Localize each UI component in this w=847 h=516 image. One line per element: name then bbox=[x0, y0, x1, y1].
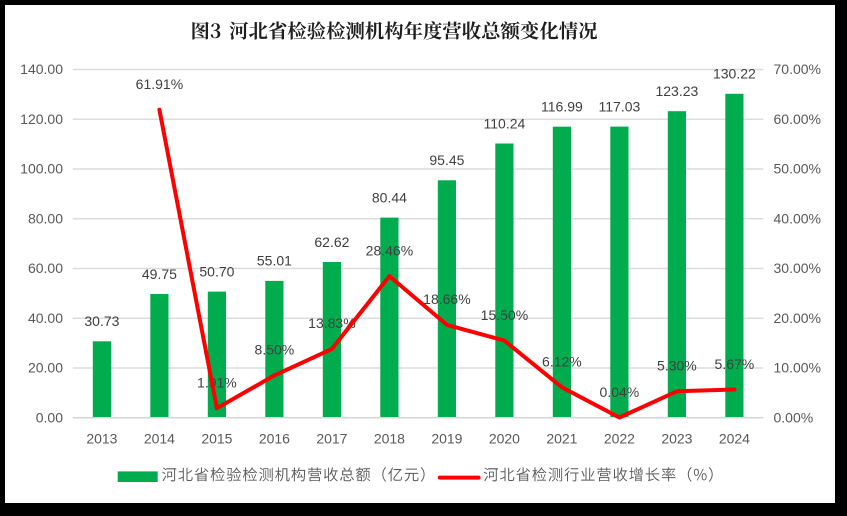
svg-text:6.12%: 6.12% bbox=[542, 354, 582, 370]
svg-text:2019: 2019 bbox=[431, 431, 462, 447]
svg-text:50.00%: 50.00% bbox=[774, 161, 821, 177]
svg-text:2016: 2016 bbox=[259, 431, 290, 447]
svg-text:0.00: 0.00 bbox=[36, 409, 63, 425]
svg-text:60.00%: 60.00% bbox=[774, 111, 821, 127]
svg-text:0.04%: 0.04% bbox=[600, 384, 640, 400]
svg-text:120.00: 120.00 bbox=[20, 111, 63, 127]
svg-text:116.99: 116.99 bbox=[541, 99, 583, 115]
svg-text:61.91%: 61.91% bbox=[136, 76, 183, 92]
svg-text:40.00: 40.00 bbox=[28, 310, 63, 326]
svg-text:15.50%: 15.50% bbox=[481, 307, 528, 323]
svg-text:95.45: 95.45 bbox=[429, 152, 464, 168]
svg-text:2020: 2020 bbox=[489, 431, 520, 447]
svg-text:140.00: 140.00 bbox=[20, 61, 63, 77]
svg-text:2024: 2024 bbox=[719, 431, 750, 447]
svg-text:70.00%: 70.00% bbox=[774, 61, 821, 77]
svg-text:2013: 2013 bbox=[86, 431, 117, 447]
svg-text:5.30%: 5.30% bbox=[657, 358, 697, 374]
svg-text:2017: 2017 bbox=[316, 431, 347, 447]
svg-text:28.46%: 28.46% bbox=[366, 242, 413, 258]
svg-text:62.62: 62.62 bbox=[314, 234, 349, 250]
svg-text:20.00: 20.00 bbox=[28, 360, 63, 376]
svg-text:100.00: 100.00 bbox=[20, 161, 63, 177]
svg-text:40.00%: 40.00% bbox=[774, 210, 821, 226]
svg-text:20.00%: 20.00% bbox=[774, 310, 821, 326]
svg-text:2018: 2018 bbox=[374, 431, 405, 447]
svg-text:55.01: 55.01 bbox=[257, 253, 292, 269]
svg-text:0.00%: 0.00% bbox=[774, 409, 814, 425]
svg-text:80.44: 80.44 bbox=[372, 189, 407, 205]
svg-text:18.66%: 18.66% bbox=[423, 291, 470, 307]
svg-text:110.24: 110.24 bbox=[484, 115, 526, 131]
svg-text:2015: 2015 bbox=[201, 431, 232, 447]
svg-text:2014: 2014 bbox=[144, 431, 175, 447]
svg-text:8.50%: 8.50% bbox=[255, 342, 295, 358]
svg-text:2021: 2021 bbox=[546, 431, 577, 447]
svg-text:117.03: 117.03 bbox=[599, 98, 641, 114]
svg-text:60.00: 60.00 bbox=[28, 260, 63, 276]
svg-text:13.83%: 13.83% bbox=[308, 315, 355, 331]
svg-text:1.91%: 1.91% bbox=[197, 375, 237, 391]
svg-text:49.75: 49.75 bbox=[142, 266, 177, 282]
svg-text:123.23: 123.23 bbox=[655, 83, 698, 99]
svg-text:2023: 2023 bbox=[661, 431, 692, 447]
svg-text:80.00: 80.00 bbox=[28, 210, 63, 226]
svg-text:5.67%: 5.67% bbox=[715, 356, 755, 372]
svg-text:50.70: 50.70 bbox=[199, 263, 234, 279]
svg-text:30.00%: 30.00% bbox=[774, 260, 821, 276]
svg-text:10.00%: 10.00% bbox=[774, 360, 821, 376]
svg-text:30.73: 30.73 bbox=[84, 313, 119, 329]
svg-text:130.22: 130.22 bbox=[713, 66, 756, 82]
svg-text:2022: 2022 bbox=[604, 431, 635, 447]
